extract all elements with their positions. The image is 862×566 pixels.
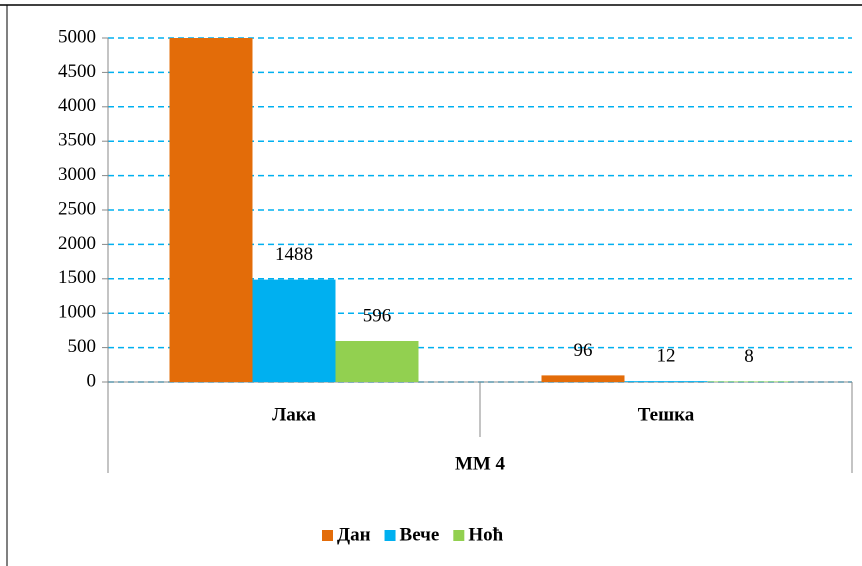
- bar: [169, 38, 253, 382]
- y-tick-label: 3500: [58, 130, 96, 151]
- y-tick-label: 2000: [58, 233, 96, 254]
- bar: [624, 381, 708, 382]
- bar: [252, 279, 336, 382]
- legend-label: Вече: [400, 524, 440, 545]
- legend-swatch: [453, 530, 465, 541]
- legend-label: Дан: [337, 524, 371, 545]
- y-tick-label: 1500: [58, 267, 96, 288]
- data-label: 1488: [275, 244, 313, 265]
- legend-swatch: [384, 530, 396, 541]
- legend-label: Ноћ: [468, 524, 503, 545]
- group-label: MM 4: [455, 453, 506, 474]
- y-tick-label: 500: [68, 336, 97, 357]
- legend-swatch: [322, 530, 333, 541]
- y-tick-label: 4000: [58, 95, 96, 116]
- data-label: 596: [363, 305, 392, 326]
- y-tick-label: 5000: [58, 26, 96, 47]
- x-tick-label: Лака: [272, 404, 316, 425]
- bar: [335, 340, 419, 382]
- data-label: 12: [657, 346, 676, 367]
- y-tick-label: 2500: [58, 198, 96, 219]
- y-tick-label: 1000: [58, 302, 96, 323]
- bar: [541, 375, 625, 382]
- data-label: 96: [574, 340, 593, 361]
- y-tick-label: 0: [87, 370, 97, 391]
- data-label: 8: [744, 346, 754, 367]
- y-tick-label: 4500: [58, 61, 96, 82]
- y-tick-label: 3000: [58, 164, 96, 185]
- bar: [707, 381, 791, 382]
- x-tick-label: Тешка: [638, 404, 695, 425]
